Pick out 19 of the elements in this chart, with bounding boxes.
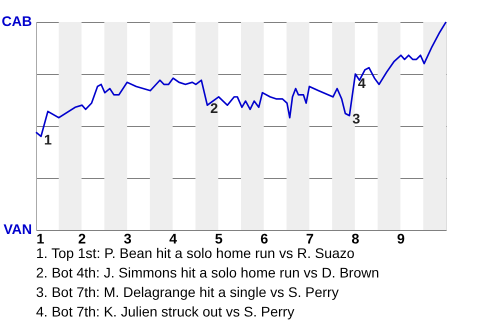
x-tick-label: 6 bbox=[260, 230, 268, 246]
text: CAB bbox=[2, 13, 32, 29]
annotation: 4 bbox=[358, 75, 366, 92]
x-tick-label: 3 bbox=[124, 230, 132, 246]
x-tick-label: 1 bbox=[36, 230, 44, 246]
annotation: 2 bbox=[210, 100, 218, 116]
x-tick-label: 7 bbox=[306, 230, 314, 246]
text: 1. Top 1st: P. Bean hit a solo home run vs R. Suazo bbox=[36, 245, 355, 261]
x-tick-label: 4 bbox=[169, 230, 178, 246]
text: 2. Bot 4th: J. Simmons hit a solo home run vs D. Brown bbox=[36, 264, 380, 280]
annotation: 1 bbox=[44, 131, 52, 148]
x-tick-label: 5 bbox=[214, 230, 223, 246]
text: 4. Bot 7th: K. Julien struck out vs S. Perry bbox=[36, 304, 294, 320]
text: VAN bbox=[3, 221, 32, 237]
x-tick-label: 8 bbox=[351, 230, 360, 246]
text: 3. Bot 7th: M. Delagrange hit a single vs S. Perry bbox=[36, 284, 339, 300]
annotation: 3 bbox=[352, 110, 360, 127]
x-tick-label: 9 bbox=[397, 230, 406, 246]
x-tick-label: 2 bbox=[78, 230, 86, 246]
